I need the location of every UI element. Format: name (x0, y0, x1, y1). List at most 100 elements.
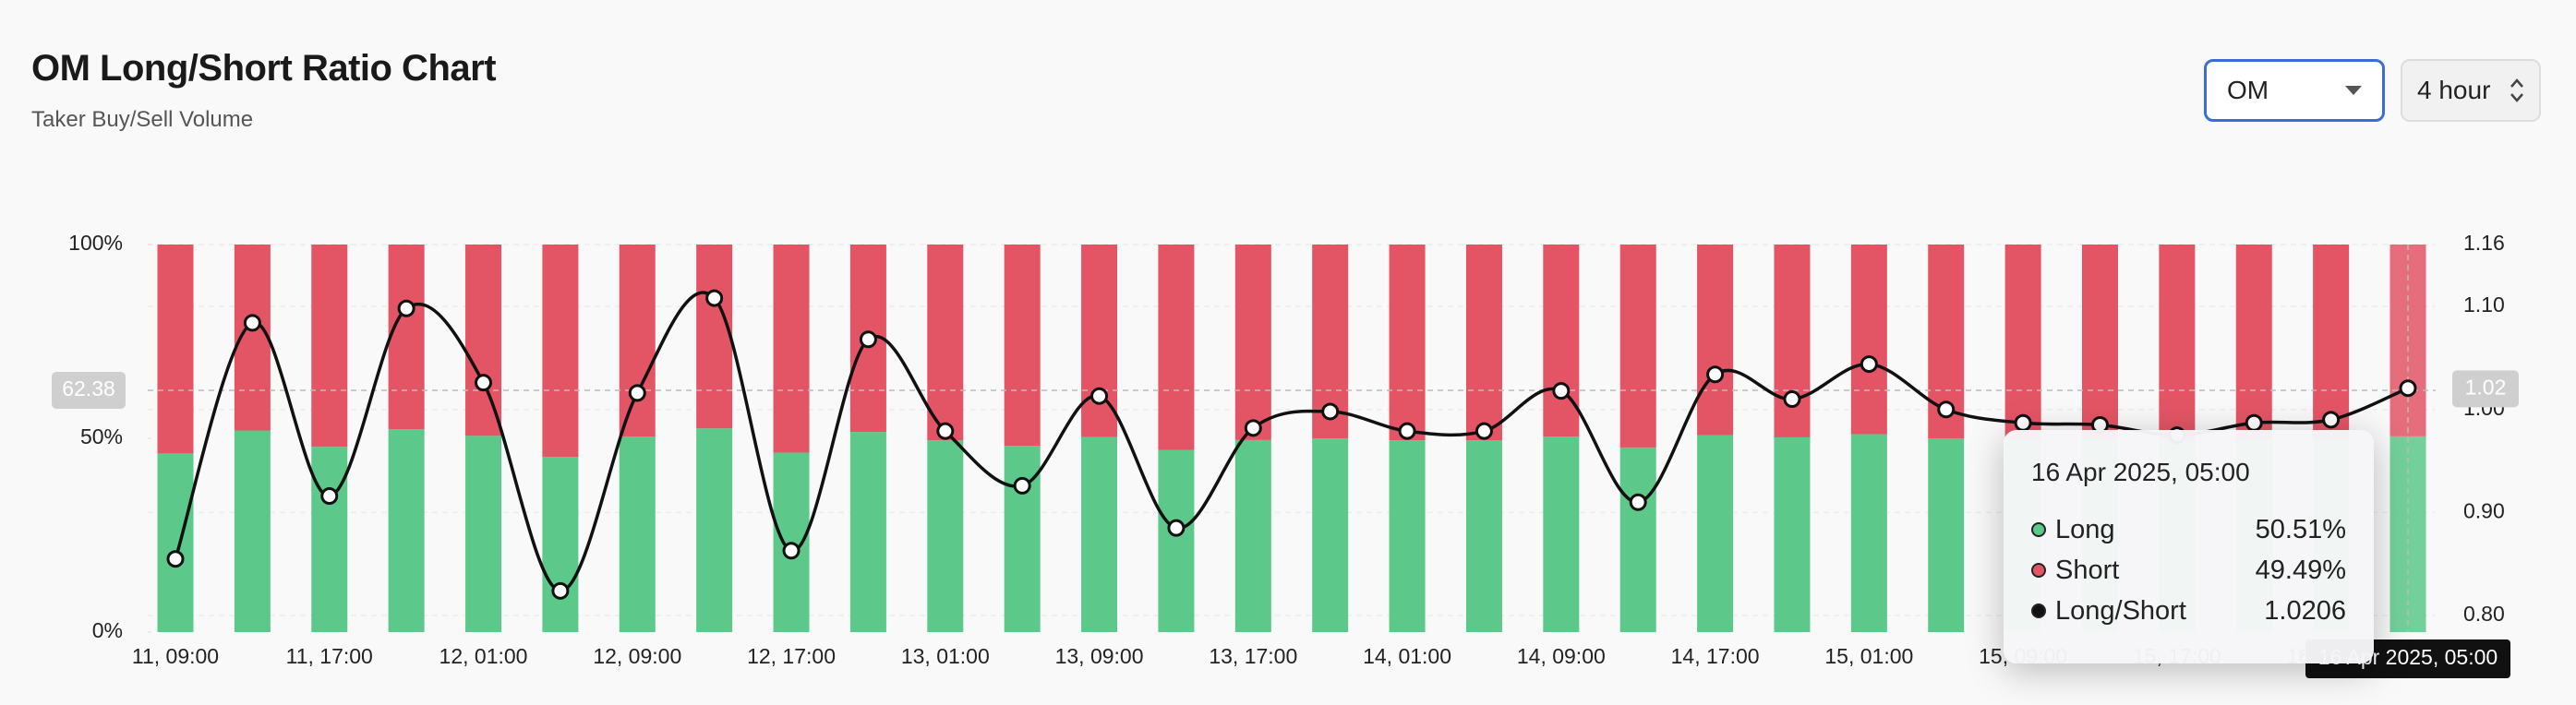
bar-long (1312, 438, 1349, 632)
chart-title: OM Long/Short Ratio Chart (31, 48, 497, 89)
ratio-point (859, 330, 877, 349)
x-tick-label: 13, 09:00 (1055, 644, 1144, 668)
bar-short (1465, 245, 1502, 441)
x-tick-label: 13, 17:00 (1209, 644, 1297, 668)
bar-long (849, 432, 886, 632)
bar-short (311, 245, 348, 448)
bar-short (2235, 245, 2272, 440)
chart-subtitle: Taker Buy/Sell Volume (31, 107, 254, 132)
ratio-point (1783, 390, 1801, 409)
ratio-point (1013, 476, 1031, 495)
tooltip-name: Long (2055, 514, 2115, 544)
bar-long (1158, 449, 1195, 632)
bar-long (696, 428, 733, 632)
bar-long (1697, 435, 1734, 632)
ratio-point (1167, 519, 1186, 537)
ratio-point (397, 299, 415, 317)
x-tick-label: 14, 09:00 (1517, 644, 1606, 668)
x-tick-label: 12, 09:00 (593, 644, 681, 668)
ratio-point (2322, 411, 2341, 429)
y2-tick-label: 0.90 (2463, 499, 2505, 523)
ratio-point (2245, 413, 2263, 432)
bar-short (2313, 245, 2350, 440)
y2-tick-label: 0.80 (2463, 602, 2505, 626)
crosshair-y2-box (2452, 370, 2519, 408)
bar-long (465, 436, 502, 632)
x-tick-label: 14, 01:00 (1363, 644, 1451, 668)
interval-select[interactable]: 4 hour (2401, 59, 2541, 122)
bar-short (1774, 245, 1811, 437)
bar-long (234, 430, 271, 632)
ratio-point (166, 550, 185, 568)
ratio-point (1090, 387, 1109, 405)
ratio-point (782, 542, 800, 560)
symbol-select[interactable]: OM (2204, 59, 2385, 122)
x-tick-label: 12, 17:00 (747, 644, 836, 668)
bar-short (1543, 245, 1580, 437)
ratio-point (1398, 422, 1416, 440)
bar-short (1697, 245, 1734, 436)
y2-tick-label: 1.16 (2463, 231, 2505, 255)
bar-long (311, 447, 348, 632)
bar-short (696, 245, 733, 429)
bar-short (1389, 245, 1426, 441)
crosshair-y-box (52, 372, 126, 410)
bar-long (157, 453, 194, 632)
ratio-point (2014, 413, 2032, 432)
ratio-point (243, 314, 261, 332)
x-tick-label: 11, 09:00 (132, 644, 219, 668)
bar-short (927, 245, 964, 441)
ratio-point (320, 487, 339, 506)
crosshair-y2-label: 1.02 (2465, 375, 2507, 399)
bar-long (1081, 436, 1118, 632)
tooltip-value: 49.49% (2255, 555, 2346, 585)
ratio-point (1244, 419, 1262, 437)
tooltip-row: Short 49.49% (2031, 550, 2346, 591)
bar-long (927, 440, 964, 632)
bar-short (1234, 245, 1271, 440)
symbol-value: OM (2227, 76, 2269, 104)
ratio-point (1629, 493, 1647, 511)
bar-long (542, 457, 579, 632)
bar-short (388, 245, 425, 430)
tooltip-value: 50.51% (2255, 514, 2346, 544)
bar-long (1004, 446, 1041, 632)
bar-short (1850, 245, 1887, 435)
bar-short (2004, 245, 2041, 440)
bar-long (1619, 447, 1656, 632)
bar-long (1465, 440, 1502, 632)
ratio-point (628, 384, 646, 402)
ratio-point (475, 374, 493, 392)
bar-long (619, 436, 656, 632)
x-tick-label: 13, 01:00 (901, 644, 990, 668)
bar-long (1543, 436, 1580, 632)
ratio-point (1860, 355, 1878, 374)
tooltip-swatch (2031, 563, 2046, 578)
tooltip-name: Long/Short (2055, 595, 2186, 626)
tooltip-swatch (2031, 603, 2046, 618)
dropdown-arrow (2345, 86, 2362, 95)
bar-long (1389, 440, 1426, 632)
bar-short (157, 245, 194, 454)
bar-long (1234, 439, 1271, 632)
ratio-point (551, 581, 570, 600)
tooltip: 16 Apr 2025, 05:00 Long 50.51% Short 49.49%… (2004, 430, 2374, 663)
x-tick-label: 14, 17:00 (1671, 644, 1760, 668)
ratio-point (1321, 402, 1340, 421)
bar-short (619, 245, 656, 437)
tooltip-row: Long 50.51% (2031, 509, 2346, 550)
ratio-point (936, 422, 955, 440)
bar-long (1774, 436, 1811, 632)
x-tick-label: 15, 01:00 (1824, 644, 1913, 668)
ratio-point (1937, 400, 1956, 419)
tooltip-title: 16 Apr 2025, 05:00 (2031, 458, 2250, 486)
bar-long (388, 429, 425, 632)
bar-short (1004, 245, 1041, 447)
interval-value: 4 hour (2417, 76, 2491, 104)
y-tick-label: 100% (68, 231, 123, 255)
bar-short (1158, 245, 1195, 450)
tooltip-swatch (2031, 522, 2046, 537)
bar-short (773, 245, 810, 453)
ratio-point (1552, 382, 1571, 400)
